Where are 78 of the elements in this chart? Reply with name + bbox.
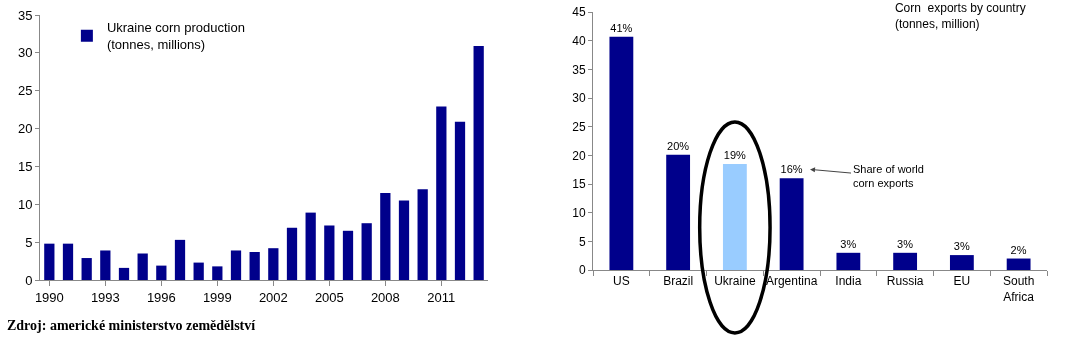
- x-tick-label: South Africa: [1002, 274, 1035, 304]
- data-label: 16%: [780, 163, 803, 176]
- bar: [473, 46, 484, 280]
- bar: [949, 255, 974, 270]
- y-tick-label: 30: [17, 45, 33, 61]
- bar: [417, 189, 428, 280]
- bar: [779, 178, 804, 270]
- x-tick-label: 1996: [146, 289, 176, 305]
- y-tick-label: 35: [572, 62, 586, 77]
- text: Zdroj: americké ministerstvo zemědělství: [7, 318, 257, 333]
- bar: [156, 265, 167, 280]
- bar: [44, 243, 55, 280]
- x-tick-label: 2005: [314, 289, 344, 305]
- x-tick-label: 2011: [427, 289, 456, 305]
- bar: [286, 227, 298, 280]
- bar: [722, 163, 747, 270]
- x-tick-label: Russia: [886, 274, 924, 289]
- x-tick-label: 2008: [370, 289, 400, 305]
- y-tick-label: 5: [578, 234, 586, 249]
- bar: [268, 248, 279, 280]
- x-tick-label: India: [835, 274, 862, 289]
- bar: [454, 121, 466, 280]
- y-tick-label: 5: [25, 234, 33, 250]
- data-label: 19%: [723, 148, 746, 161]
- x-tick-label: Brazil: [663, 274, 694, 289]
- y-tick-label: 0: [578, 263, 586, 278]
- data-label: 2%: [1010, 243, 1027, 256]
- data-label: 3%: [953, 240, 970, 253]
- data-label: 3%: [840, 237, 857, 250]
- bar: [62, 243, 74, 280]
- bar: [324, 225, 335, 280]
- bar: [305, 212, 316, 280]
- x-tick-label: Argentina: [765, 274, 818, 289]
- bar: [361, 223, 372, 280]
- bar: [249, 251, 260, 280]
- y-tick-label: 35: [17, 7, 33, 23]
- bar: [100, 250, 111, 280]
- x-tick-label: 1990: [34, 289, 64, 305]
- bar: [1006, 258, 1031, 270]
- x-tick-label: 1993: [90, 289, 120, 305]
- x-tick-label: US: [613, 274, 630, 289]
- annotation: Share of world corn exports: [853, 163, 924, 190]
- x-tick-label: 1999: [202, 289, 232, 305]
- bar: [893, 252, 918, 270]
- y-tick-label: 15: [17, 158, 33, 174]
- y-tick-label: 25: [17, 83, 33, 99]
- legend-label: Ukraine corn production (tonnes, millions): [106, 20, 245, 53]
- x-tick-label: Ukraine: [714, 274, 756, 289]
- bar: [666, 154, 691, 270]
- data-label: 3%: [897, 237, 914, 250]
- y-tick-label: 10: [17, 196, 33, 212]
- bar: [118, 267, 130, 280]
- bar: [436, 106, 447, 280]
- data-label: 41%: [610, 21, 633, 34]
- y-tick-label: 40: [572, 33, 586, 48]
- chart-title: Corn exports by country (tonnes, million): [894, 1, 1026, 31]
- y-tick-label: 25: [572, 119, 586, 134]
- y-tick-label: 45: [572, 5, 586, 20]
- bar: [609, 36, 634, 270]
- bar: [81, 258, 92, 280]
- x-tick-label: EU: [953, 274, 971, 289]
- y-tick-label: 20: [572, 148, 586, 163]
- y-tick-label: 15: [572, 177, 586, 192]
- x-tick-label: 2002: [258, 289, 288, 305]
- bar: [193, 262, 204, 280]
- bar: [836, 252, 861, 270]
- y-tick-label: 20: [17, 121, 33, 137]
- bar: [212, 266, 223, 280]
- y-tick-label: 30: [572, 91, 586, 106]
- bar: [398, 200, 410, 280]
- y-tick-label: 10: [572, 205, 586, 220]
- bar: [342, 230, 354, 280]
- bar: [174, 239, 186, 280]
- data-label: 20%: [667, 139, 690, 152]
- bar: [137, 253, 148, 280]
- y-tick-label: 0: [25, 272, 33, 288]
- bar: [230, 250, 242, 280]
- bar: [380, 192, 391, 280]
